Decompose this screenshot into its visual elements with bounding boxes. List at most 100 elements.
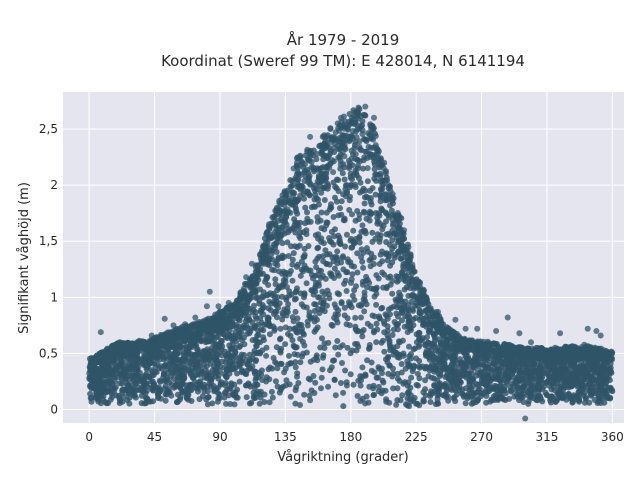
data-point (350, 227, 357, 234)
data-point (125, 362, 132, 369)
data-point (265, 315, 272, 322)
data-point (350, 381, 357, 388)
data-point (368, 255, 374, 262)
data-point (452, 352, 459, 359)
data-point (283, 296, 290, 303)
data-point (217, 363, 224, 370)
data-point (336, 291, 342, 298)
data-point (437, 373, 443, 379)
data-point (432, 363, 439, 369)
data-point (258, 319, 265, 326)
data-point (334, 338, 341, 344)
data-point (252, 358, 259, 365)
data-point (375, 275, 382, 282)
data-point (286, 325, 293, 332)
data-point (520, 347, 527, 353)
data-point (550, 384, 557, 391)
data-point (393, 321, 400, 328)
data-point (193, 324, 200, 331)
data-point (385, 353, 392, 360)
data-point (387, 344, 394, 351)
data-point (332, 344, 339, 351)
data-point (340, 113, 347, 120)
data-point (234, 386, 241, 393)
data-point (433, 347, 440, 354)
data-point (414, 370, 421, 377)
data-point (580, 377, 586, 384)
data-point (363, 136, 370, 143)
data-point (384, 327, 391, 334)
data-point (338, 299, 345, 306)
data-point (399, 309, 406, 316)
data-point (407, 392, 414, 399)
data-point (389, 332, 396, 338)
data-point (538, 350, 545, 357)
data-point (345, 126, 351, 133)
data-point (159, 353, 166, 360)
data-point (252, 394, 259, 401)
data-point (586, 344, 593, 351)
data-point (131, 372, 138, 379)
data-point (315, 282, 322, 289)
data-point (535, 372, 541, 379)
data-point (343, 288, 350, 294)
data-point (297, 219, 304, 226)
data-point (306, 309, 313, 316)
data-point (378, 390, 385, 397)
data-point (321, 184, 328, 191)
data-point (609, 349, 616, 356)
data-point (335, 212, 342, 219)
data-point (408, 351, 414, 358)
data-point (362, 400, 369, 407)
data-point (450, 358, 457, 364)
data-point (567, 346, 574, 353)
data-point (117, 343, 123, 350)
data-point (229, 337, 236, 344)
data-point (277, 325, 284, 332)
data-point (321, 197, 328, 203)
data-point (541, 369, 548, 376)
data-point (297, 154, 304, 161)
data-point (328, 201, 334, 208)
data-point (358, 302, 364, 309)
data-point (231, 332, 238, 339)
data-point (246, 351, 253, 358)
data-point (394, 385, 401, 392)
data-point (387, 262, 394, 269)
data-point (457, 356, 463, 363)
data-point (307, 397, 314, 404)
data-point (283, 377, 290, 384)
data-point (343, 321, 350, 328)
data-point (168, 392, 175, 399)
data-point (267, 323, 274, 330)
data-point (162, 397, 169, 404)
data-point (390, 370, 397, 377)
data-point (136, 356, 143, 363)
data-point (143, 365, 150, 372)
data-point (407, 325, 414, 332)
data-point (369, 229, 376, 236)
data-point (497, 395, 504, 402)
data-point (389, 290, 396, 297)
data-point (341, 304, 348, 311)
data-point (597, 374, 604, 381)
data-point (279, 218, 286, 225)
data-point (604, 366, 610, 373)
data-point (604, 388, 611, 395)
data-point (369, 312, 376, 319)
data-point (337, 240, 344, 247)
data-point (204, 346, 211, 353)
data-point (416, 358, 423, 364)
data-point (268, 388, 275, 395)
data-point (586, 399, 593, 406)
data-point (348, 304, 355, 311)
data-point (356, 234, 363, 241)
data-point (325, 339, 332, 346)
data-point (555, 369, 562, 376)
data-point (292, 400, 299, 407)
data-point (186, 387, 193, 393)
data-point (264, 229, 271, 235)
data-point (308, 159, 315, 165)
data-point (283, 284, 290, 290)
data-point (346, 299, 352, 306)
